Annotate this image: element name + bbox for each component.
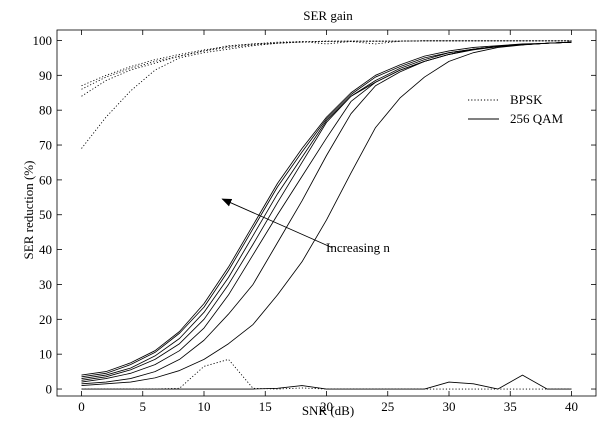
qam256-series-line-3 xyxy=(81,41,572,381)
x-tick-label: 25 xyxy=(381,399,394,414)
y-tick-label: 50 xyxy=(39,207,52,222)
legend-256qam-label: 256 QAM xyxy=(510,111,564,126)
bpsk-series-line-10 xyxy=(81,40,572,97)
legend: BPSK 256 QAM xyxy=(468,92,564,126)
bpsk-series-line-8 xyxy=(81,40,572,87)
x-axis-title: SNR (dB) xyxy=(302,403,354,418)
qam256-series-line-4 xyxy=(81,41,572,383)
y-tick-label: 70 xyxy=(39,138,52,153)
x-tick-label: 20 xyxy=(320,399,333,414)
annotation-label: Increasing n xyxy=(326,240,390,255)
x-tick-label: 10 xyxy=(198,399,211,414)
bpsk-series-line-9 xyxy=(81,40,572,90)
qam256-series-line-6 xyxy=(81,41,572,386)
legend-bpsk-label: BPSK xyxy=(510,92,543,107)
y-tick-label: 90 xyxy=(39,68,52,83)
y-tick-label: 30 xyxy=(39,277,52,292)
y-axis-title: SER reduction (%) xyxy=(21,161,36,260)
x-tick-label: 35 xyxy=(504,399,517,414)
y-tick-label: 0 xyxy=(46,382,53,397)
plot-frame xyxy=(56,29,597,397)
x-tick-label: 0 xyxy=(78,399,85,414)
y-tick-label: 40 xyxy=(39,242,52,257)
x-tick-label: 40 xyxy=(565,399,578,414)
axes-layer: 0 5 10 15 20 25 30 35 40 0 10 20 30 40 50 60 70 80 90 100 xyxy=(33,30,596,414)
x-tick-label: 15 xyxy=(259,399,272,414)
qam256-series-line-2 xyxy=(81,41,572,379)
qam256-series-line-0 xyxy=(81,41,572,376)
y-tick-label: 20 xyxy=(39,312,52,327)
qam256-series-line-5 xyxy=(81,41,572,385)
y-tick-label: 80 xyxy=(39,103,52,118)
bpsk-series-line-11 xyxy=(81,40,572,149)
qam256-series-line-7 xyxy=(81,374,572,390)
bpsk-series-line-12 xyxy=(81,358,572,390)
x-tick-label: 30 xyxy=(443,399,456,414)
x-tick-label: 5 xyxy=(140,399,147,414)
chart-title: SER gain xyxy=(303,8,353,23)
annotation-arrow xyxy=(221,198,333,249)
y-tick-label: 60 xyxy=(39,172,52,187)
y-tick-label: 10 xyxy=(39,347,52,362)
y-tick-label: 100 xyxy=(33,33,53,48)
series-layer xyxy=(81,40,572,390)
qam256-series-line-1 xyxy=(81,41,572,378)
